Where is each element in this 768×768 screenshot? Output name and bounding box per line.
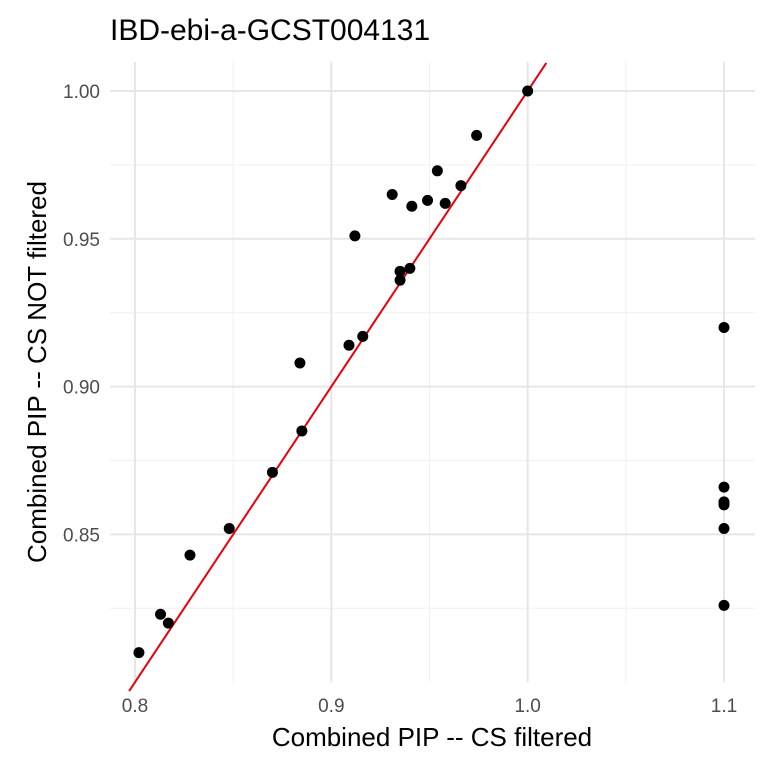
y-tick-label: 0.85 bbox=[63, 525, 100, 546]
data-point bbox=[133, 647, 145, 659]
x-tick-label: 1.1 bbox=[711, 696, 737, 717]
data-point bbox=[406, 200, 418, 212]
y-tick-label: 1.00 bbox=[63, 82, 100, 103]
data-point bbox=[296, 425, 308, 437]
y-axis-ticks: 0.85 0.90 0.95 1.00 bbox=[63, 82, 100, 546]
data-point bbox=[394, 274, 406, 286]
data-point bbox=[357, 330, 369, 342]
data-point bbox=[718, 522, 730, 534]
y-tick-label: 0.90 bbox=[63, 378, 100, 399]
data-point bbox=[394, 265, 406, 277]
data-point bbox=[471, 129, 483, 141]
data-point bbox=[431, 165, 443, 177]
reference-line-group bbox=[128, 62, 548, 692]
x-tick-label: 0.9 bbox=[318, 696, 344, 717]
data-point bbox=[343, 339, 355, 351]
data-point bbox=[349, 230, 361, 242]
data-points bbox=[133, 85, 730, 659]
data-point bbox=[266, 466, 278, 478]
data-point bbox=[522, 85, 534, 97]
data-point bbox=[439, 197, 451, 209]
data-point bbox=[718, 321, 730, 333]
data-point bbox=[404, 262, 416, 274]
x-tick-label: 1.0 bbox=[514, 696, 540, 717]
data-point bbox=[422, 194, 434, 206]
data-point bbox=[184, 549, 196, 561]
data-point bbox=[455, 180, 467, 192]
y-axis-title: Combined PIP -- CS NOT filtered bbox=[22, 181, 52, 563]
x-tick-label: 0.8 bbox=[122, 696, 148, 717]
data-point bbox=[294, 357, 306, 369]
data-point bbox=[718, 599, 730, 611]
data-point bbox=[155, 608, 167, 620]
y-tick-label: 0.95 bbox=[63, 230, 100, 251]
reference-line bbox=[128, 62, 548, 692]
data-point bbox=[718, 481, 730, 493]
chart-title: IBD-ebi-a-GCST004131 bbox=[110, 14, 430, 47]
data-point bbox=[386, 188, 398, 200]
data-point bbox=[718, 499, 730, 511]
data-point bbox=[162, 617, 174, 629]
x-axis-ticks: 0.8 0.9 1.0 1.1 bbox=[122, 696, 737, 717]
x-axis-title: Combined PIP -- CS filtered bbox=[272, 722, 592, 752]
grid bbox=[110, 62, 755, 682]
data-point bbox=[223, 522, 235, 534]
